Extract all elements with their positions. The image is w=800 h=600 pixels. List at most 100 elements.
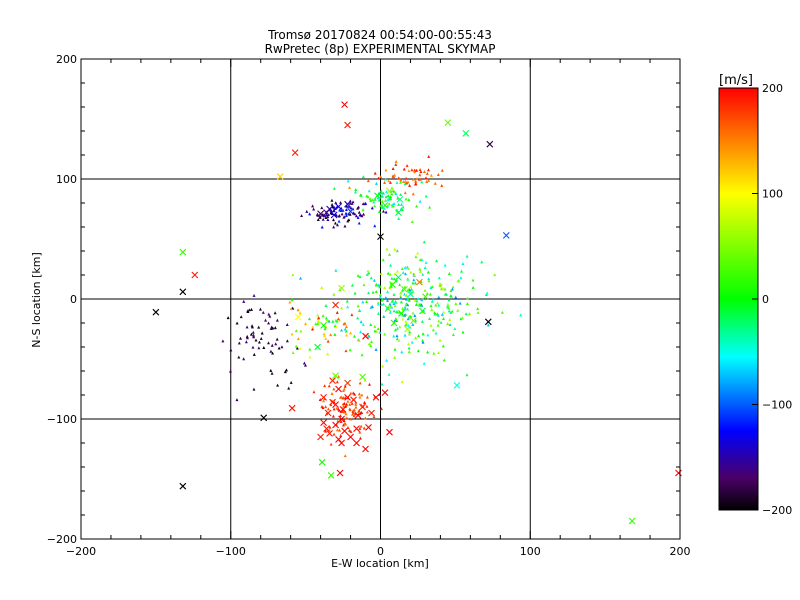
data-point-small [395, 334, 399, 338]
data-point-small [342, 401, 346, 405]
data-point-small [257, 346, 261, 350]
data-point-x-marker [191, 271, 199, 279]
data-point-small [269, 349, 273, 353]
data-point-small [397, 176, 401, 180]
data-point-small [321, 217, 325, 221]
data-point-small [371, 290, 375, 294]
data-point-small [353, 392, 357, 396]
data-point-small [416, 297, 420, 300]
data-point-small [390, 299, 394, 303]
data-point-small [394, 316, 398, 320]
data-point-small [414, 336, 418, 340]
data-point-small [388, 252, 391, 256]
data-point-small [388, 180, 392, 184]
data-point-small [275, 337, 279, 341]
data-point-small [417, 334, 421, 338]
data-point-small [449, 311, 453, 315]
data-point-small [399, 180, 403, 184]
data-point-small [343, 384, 347, 388]
data-point-small [465, 302, 469, 306]
data-point-small [267, 341, 270, 345]
data-point-x-marker [344, 200, 351, 208]
data-point-small [317, 316, 321, 320]
data-point-small [358, 381, 362, 385]
data-point-small [252, 333, 256, 337]
data-point-small [376, 327, 380, 331]
data-point-small [228, 369, 232, 373]
data-point-small [353, 412, 357, 416]
data-point-small [367, 291, 371, 295]
data-point-small [348, 402, 352, 406]
data-point-small [376, 176, 380, 180]
data-point-x-marker [341, 101, 348, 108]
data-point-small [394, 159, 398, 163]
data-point-small [245, 334, 249, 338]
data-point-small [358, 436, 362, 440]
data-point-small [317, 320, 321, 324]
data-point-small [434, 303, 438, 307]
data-point-small [447, 298, 451, 302]
data-point-small [347, 218, 351, 222]
data-point-small [343, 321, 347, 325]
data-point-small [340, 212, 344, 216]
data-point-x-marker [396, 196, 404, 203]
data-points [152, 101, 682, 525]
data-point-small [356, 304, 360, 308]
data-point-x-marker [484, 318, 492, 326]
data-point-x-marker [628, 517, 636, 525]
data-point-x-marker [344, 121, 351, 129]
data-point-small [416, 349, 420, 353]
data-point-small [332, 225, 336, 229]
data-point-small [392, 334, 396, 338]
data-point-small [411, 192, 415, 196]
data-point-small [374, 289, 378, 293]
data-point-small [252, 352, 256, 356]
data-point-small [411, 311, 415, 315]
data-point-small [365, 410, 369, 414]
data-point-small [357, 392, 361, 396]
data-point-small [440, 168, 444, 172]
data-point-small [384, 210, 388, 214]
data-point-small [259, 336, 263, 340]
data-point-small [291, 273, 295, 277]
data-point-small [221, 339, 225, 343]
data-point-small [393, 347, 397, 351]
data-point-small [415, 168, 419, 172]
data-point-small [383, 180, 387, 184]
data-point-small [373, 204, 377, 208]
data-point-small [437, 295, 441, 299]
data-point-small [351, 410, 355, 414]
data-point-small [382, 302, 386, 306]
data-point-small [300, 214, 304, 218]
x-tick-label: −200 [66, 545, 96, 558]
data-point-small [356, 206, 360, 210]
data-point-small [431, 328, 435, 332]
data-point-small [392, 309, 396, 313]
data-point-small [414, 255, 418, 259]
data-point-small [484, 292, 488, 296]
data-point-small [294, 329, 298, 333]
data-point-small [418, 303, 422, 307]
data-point-x-marker [444, 119, 452, 126]
data-point-small [320, 285, 324, 289]
data-point-small [456, 279, 460, 283]
data-point-small [410, 219, 414, 223]
data-point-small [456, 308, 460, 312]
data-point-small [443, 287, 447, 291]
data-point-small [380, 302, 384, 306]
data-point-small [254, 338, 258, 342]
data-point-x-marker [362, 445, 369, 453]
data-point-small [414, 182, 418, 186]
data-point-small [332, 292, 336, 296]
data-point-small [323, 327, 327, 331]
data-point-small [485, 291, 489, 295]
data-point-small [348, 348, 352, 352]
data-point-small [406, 180, 410, 184]
data-point-small [242, 299, 246, 303]
data-point-small [373, 324, 377, 328]
data-point-small [418, 199, 422, 203]
data-point-small [476, 311, 480, 315]
data-point-small [454, 295, 458, 299]
data-point-small [395, 269, 399, 273]
